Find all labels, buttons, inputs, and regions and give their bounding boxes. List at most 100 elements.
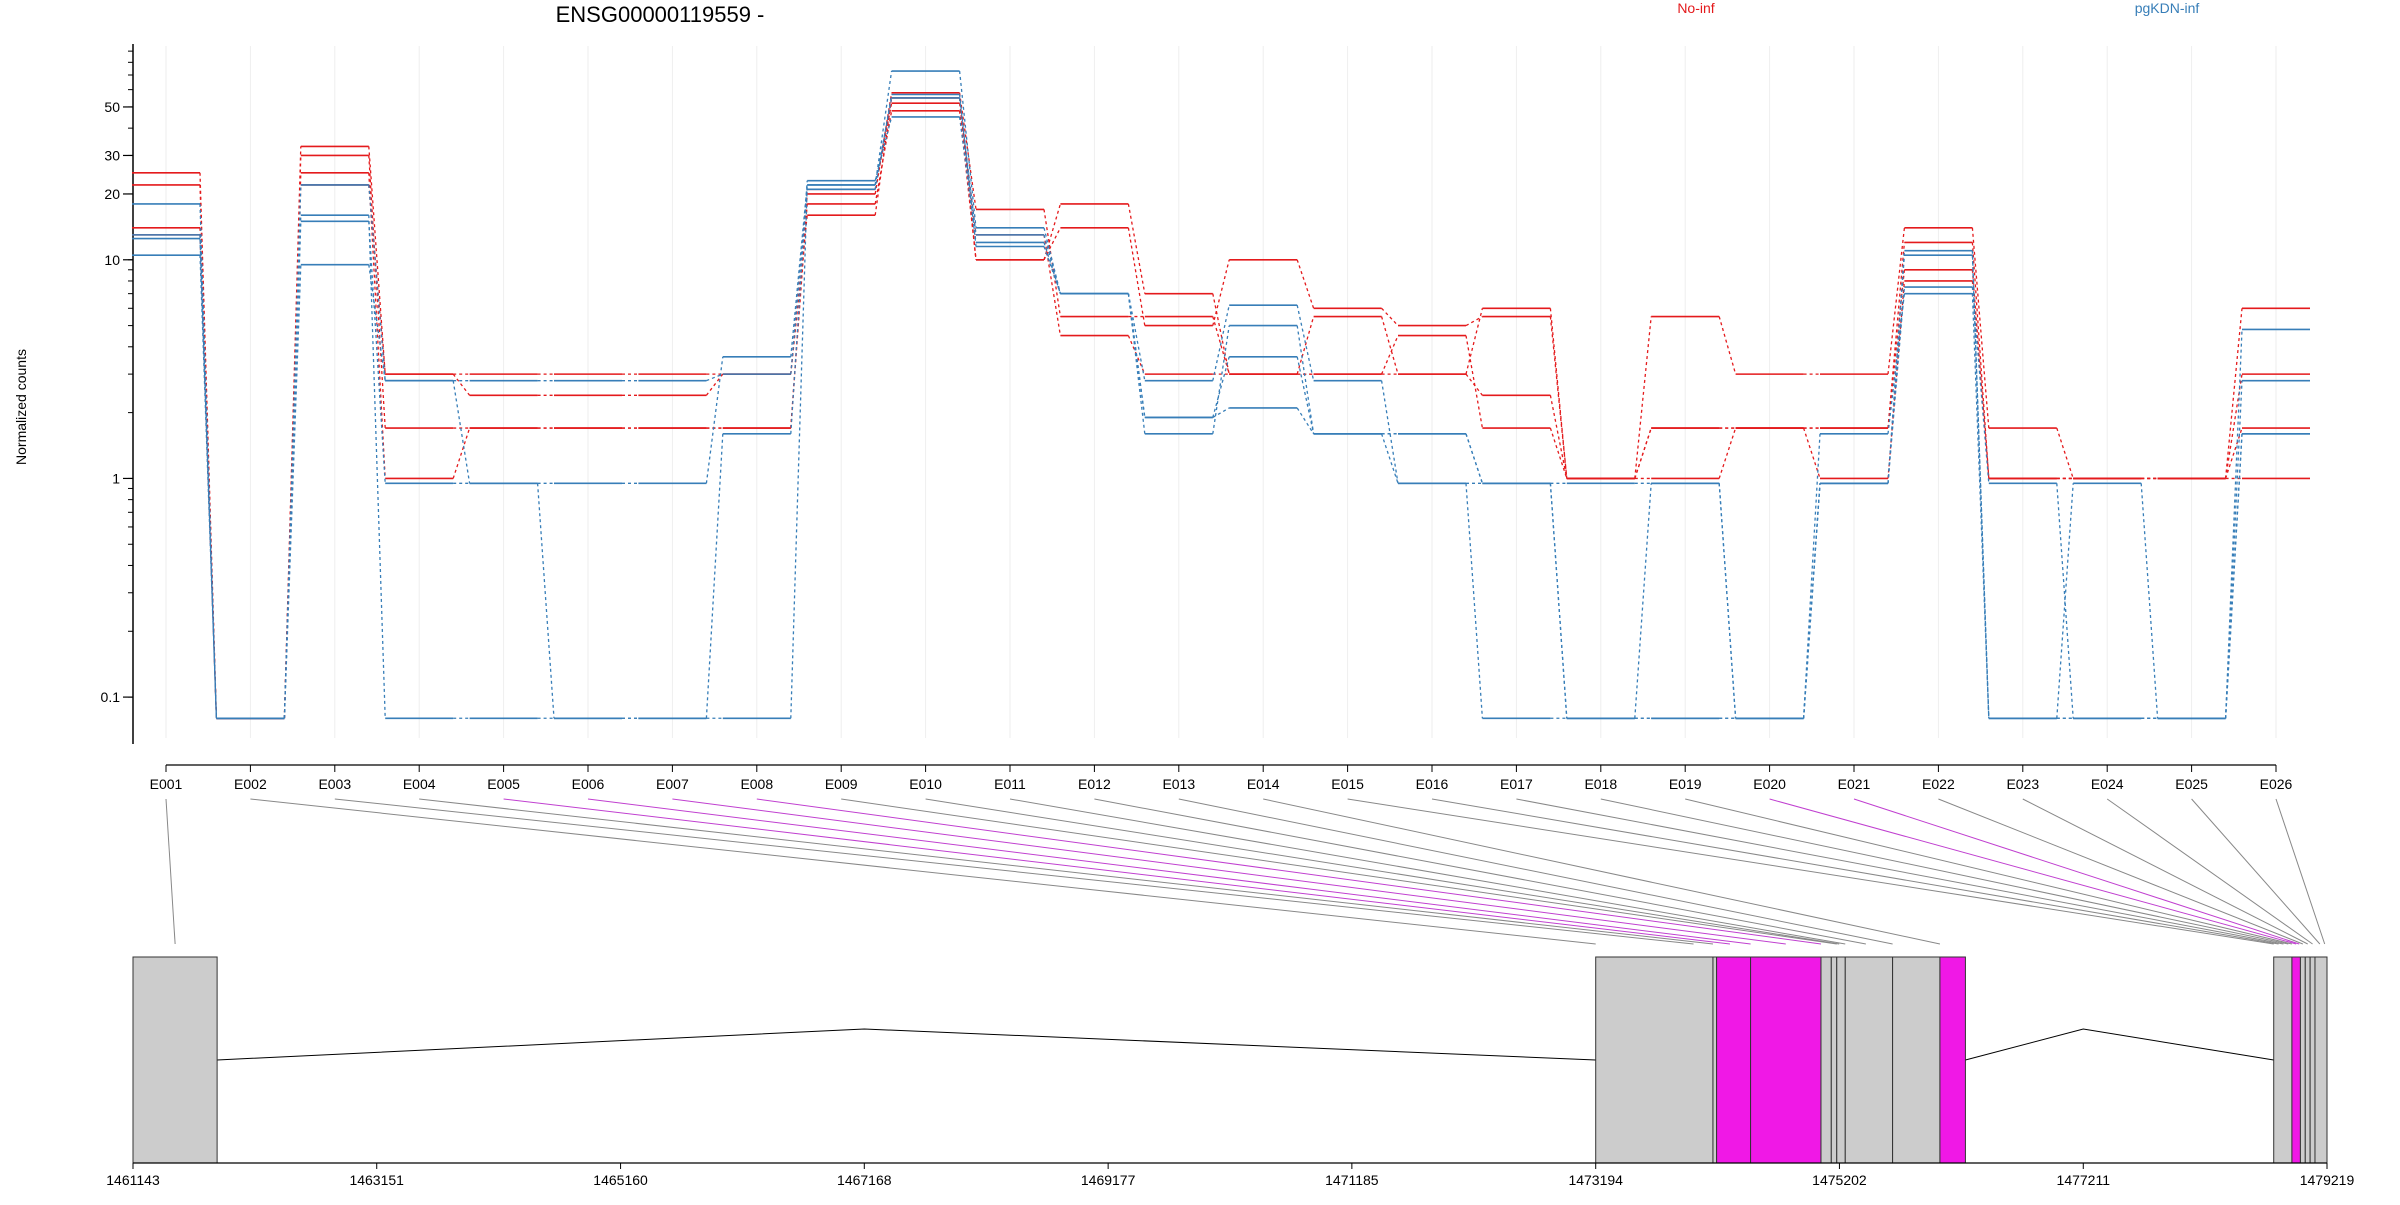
connector-e012	[1094, 798, 1866, 945]
series-connector	[1718, 316, 1737, 375]
series-connector	[1212, 293, 1230, 375]
connector-e008	[756, 798, 1822, 945]
series-connector	[705, 433, 724, 719]
connector-e001	[165, 798, 176, 945]
x-tick-label-e001: E001	[150, 776, 183, 792]
connector-e010	[925, 798, 1840, 945]
exon-e005	[1750, 956, 1822, 1164]
series-connector	[2224, 308, 2243, 479]
series-connector	[1127, 293, 1146, 381]
series-connector	[1887, 255, 1906, 484]
x-tick-label-e009: E009	[825, 776, 858, 792]
x-tick-label-e007: E007	[656, 776, 689, 792]
series-connector	[368, 184, 386, 381]
series-connector	[790, 184, 808, 357]
x-tick-label-e023: E023	[2006, 776, 2039, 792]
exon-e012	[2273, 956, 2293, 1164]
series-pgkdn-inf-7	[132, 93, 2310, 720]
exon-connectors	[165, 798, 2326, 945]
x-tick-label-e021: E021	[1838, 776, 1871, 792]
x-tick-label-e026: E026	[2260, 776, 2293, 792]
x-tick-label-e025: E025	[2175, 776, 2208, 792]
series-connector	[283, 264, 302, 719]
chart-title: ENSG00000119559 -	[556, 2, 765, 27]
series-connector	[1043, 242, 1062, 294]
series-connector	[958, 116, 977, 243]
series-connector	[1718, 483, 1737, 719]
series-connector	[958, 94, 977, 247]
coordinate-tick-label: 1469177	[1081, 1172, 1136, 1188]
series-connector	[1043, 203, 1062, 260]
series-connector	[536, 483, 555, 719]
connector-e004	[419, 798, 1714, 945]
connector-e013	[1178, 798, 1893, 945]
series-connector	[368, 155, 386, 429]
series-connector	[874, 70, 893, 186]
coordinate-tick-label: 1479219	[2300, 1172, 2355, 1188]
series-connector	[1212, 305, 1230, 381]
series-connector	[1296, 259, 1315, 309]
x-tick-label-e003: E003	[318, 776, 351, 792]
series-connector	[705, 373, 724, 396]
coordinate-axis: 1461143 1463151 1465160 1467168 1469177 14711…	[106, 1162, 2355, 1188]
y-tick-label: 50	[104, 99, 120, 115]
connector-e022	[1938, 798, 2304, 945]
x-tick-label-e005: E005	[487, 776, 520, 792]
series-connector	[1380, 433, 1399, 484]
exon-e001	[132, 956, 218, 1164]
series-connector	[199, 234, 218, 719]
series-connector	[1381, 335, 1399, 375]
series-connector	[2224, 329, 2243, 719]
x-tick-label-e014: E014	[1247, 776, 1280, 792]
series-connector	[1127, 293, 1146, 434]
connector-e002	[250, 798, 1596, 945]
series-connector	[874, 116, 893, 181]
series-connector	[1043, 246, 1062, 294]
connector-e006	[587, 798, 1751, 945]
connector-e007	[672, 798, 1786, 945]
coordinate-tick-label: 1463151	[349, 1172, 404, 1188]
series-connector	[1549, 308, 1568, 479]
series-connector	[958, 70, 977, 228]
series-connector	[1296, 305, 1315, 381]
coordinate-tick-label: 1461143	[106, 1172, 160, 1188]
series-connector	[958, 110, 977, 260]
x-tick-label-e004: E004	[403, 776, 436, 792]
coordinate-tick-label: 1471185	[1325, 1172, 1379, 1188]
series-connector	[2224, 374, 2243, 479]
series-connector	[1381, 307, 1399, 327]
connector-e017	[1516, 798, 2284, 945]
x-tick-label-e024: E024	[2091, 776, 2124, 792]
exon-e015	[2304, 956, 2311, 1164]
series-connector	[1465, 483, 1484, 719]
series-connector	[874, 94, 893, 190]
legend-label-pgkdn-inf: pgKDN-inf	[2135, 0, 2200, 16]
series-connector	[1465, 315, 1483, 327]
x-tick-label-e013: E013	[1162, 776, 1195, 792]
series-connector	[368, 221, 386, 484]
y-tick-label: 10	[104, 252, 120, 268]
y-tick-label: 30	[104, 147, 120, 163]
series-connector	[1296, 407, 1315, 435]
series-connector	[1296, 325, 1315, 434]
series-connector	[368, 146, 386, 375]
series-connector	[452, 373, 471, 396]
series-connector	[1043, 234, 1062, 336]
coordinate-tick-label: 1467168	[837, 1172, 892, 1188]
exon-e002	[1595, 956, 1714, 1164]
exon-e009	[1844, 956, 1894, 1164]
series-connector	[1296, 316, 1315, 375]
x-tick-label-e022: E022	[1922, 776, 1955, 792]
connector-e023	[2022, 798, 2308, 945]
series-connector	[1802, 483, 1821, 719]
connector-e019	[1685, 798, 2293, 945]
x-tick-label-e006: E006	[572, 776, 605, 792]
series-connector	[958, 92, 977, 210]
series-connector	[1549, 483, 1568, 719]
series-connector	[1887, 242, 1906, 429]
legend-label-no-inf: No-inf	[1677, 0, 1714, 16]
series-connector	[1971, 287, 1990, 484]
x-tick-label-e020: E020	[1753, 776, 1786, 792]
coordinate-tick-label: 1465160	[593, 1172, 648, 1188]
